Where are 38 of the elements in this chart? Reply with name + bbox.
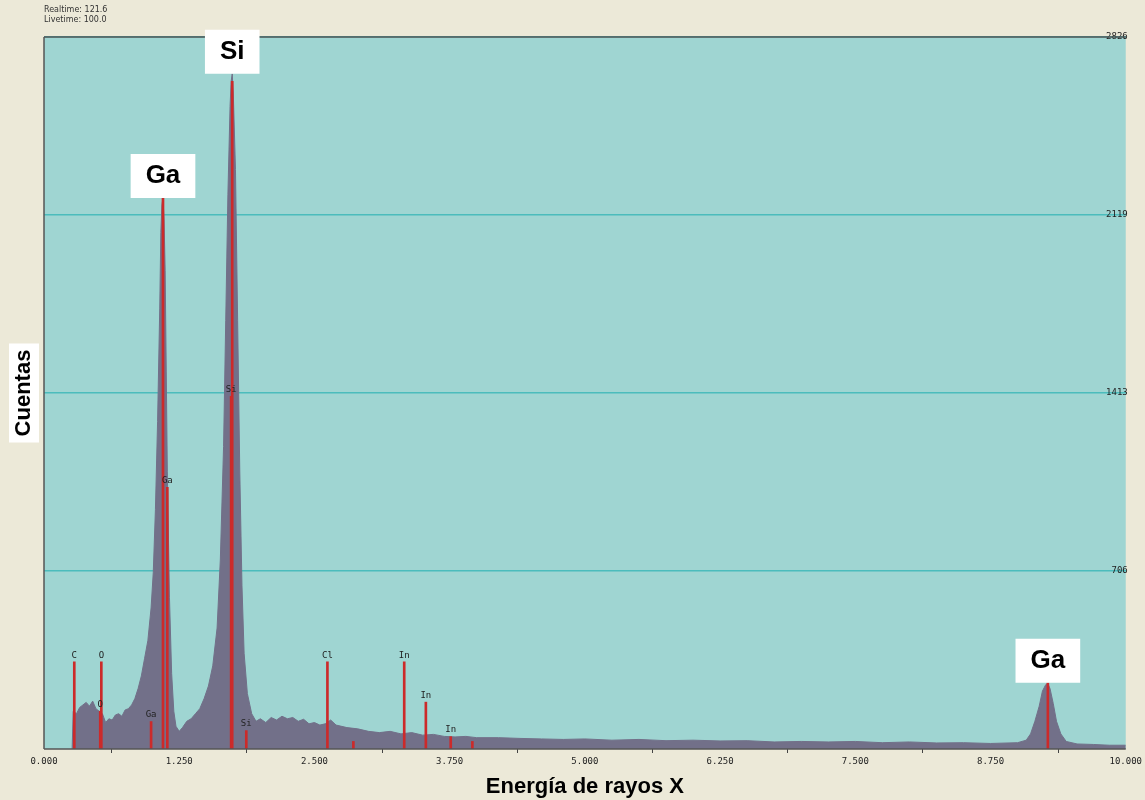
bar [471, 741, 474, 749]
annotation: Ga [145, 159, 181, 190]
text: Livetime: 100.0 [44, 15, 107, 25]
y-tick-label: 2119 [1106, 209, 1128, 220]
data-label: Ga [145, 709, 157, 720]
text: Realtime: 121.6 [44, 5, 108, 15]
data-label: C [71, 649, 77, 660]
y-axis-title: Cuentas [10, 349, 36, 437]
data-label: In [445, 724, 457, 735]
x-axis-title: Energía de rayos X [485, 772, 685, 798]
data-label: Ga [161, 475, 173, 486]
bar [352, 741, 355, 749]
data-label: Si [240, 718, 252, 729]
bar [244, 730, 248, 749]
data-label: In [398, 649, 410, 660]
x-tick-label: 0.000 [30, 755, 58, 766]
bar [402, 661, 406, 749]
x-tick-label: 6.250 [706, 755, 734, 766]
bar [326, 661, 329, 749]
x-tick-label: 2.500 [300, 755, 328, 766]
y-tick-label: 706 [1111, 565, 1128, 576]
bar [100, 661, 103, 749]
bar [72, 661, 76, 749]
annotation: Si [219, 34, 245, 65]
bar [449, 736, 453, 749]
data-label: Cl [322, 649, 333, 660]
annotation: Ga [1030, 643, 1066, 674]
x-tick-label: 3.750 [436, 755, 464, 766]
bar [165, 486, 169, 749]
data-label: In [420, 689, 432, 700]
data-label: O [98, 649, 105, 660]
data-label: O [97, 699, 103, 710]
y-tick-label: 1413 [1106, 387, 1128, 398]
x-tick-label: 5.000 [571, 755, 599, 766]
x-tick-label: 10.000 [1109, 755, 1142, 766]
x-tick-label: 1.250 [165, 755, 193, 766]
x-tick-label: 8.750 [976, 755, 1005, 766]
x-tick-label: 7.500 [841, 755, 869, 766]
